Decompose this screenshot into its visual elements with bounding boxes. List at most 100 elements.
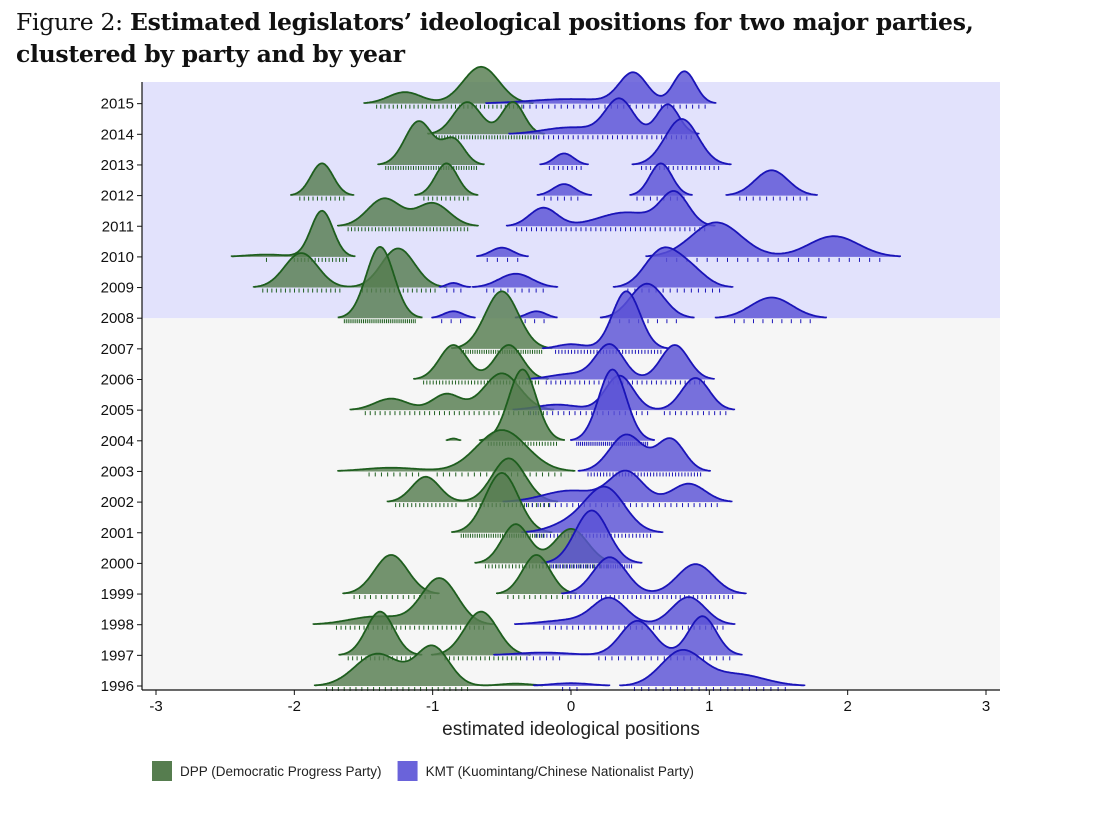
x-tick-label--2: -2 [288,698,301,715]
ridge-fill-kmt-2008-3 [715,297,826,319]
ridge-fill-kmt-2012-0 [537,184,592,196]
ridge-line-kmt-2007-0 [541,290,669,350]
ridge-line-kmt-1996-1 [619,649,806,687]
y-tick-label-1996: 1996 [101,678,134,695]
ridge-line-dpp-1998-0 [312,577,494,625]
ridge-line-kmt-2013-1 [631,118,732,166]
ridge-line-kmt-2001-0 [521,485,664,534]
ridge-line-dpp-2013-0 [377,120,485,166]
legend: DPP (Democratic Progress Party) KMT (Kuom… [152,761,694,781]
ridge-line-dpp-2006-0 [413,344,549,380]
ridge-line-dpp-2003-0 [337,429,576,472]
ridge-line-kmt-1996-0 [533,682,611,687]
ridge-fill-dpp-1997-0 [339,611,422,656]
ridge-line-dpp-2015-0 [363,65,534,104]
y-tick-label-2001: 2001 [101,525,134,542]
y-tick-label-2014: 2014 [101,126,134,143]
ridge-line-dpp-2008-0 [337,246,423,319]
ridge-fill-kmt-2009-1 [472,273,558,288]
ridge-fill-dpp-1997-1 [431,611,531,656]
ridge-line-kmt-1998-0 [514,596,736,625]
ridge-line-kmt-2015-0 [485,70,717,104]
ridge-fill-dpp-2006-0 [414,345,549,380]
ridge-fill-kmt-2014-0 [509,98,699,135]
y-tick-label-2005: 2005 [101,402,134,419]
axes: 1996 1997 1998 1999 2000 2001 2002 2003 2004 2005… [101,82,1000,715]
ridge-line-kmt-2013-0 [539,152,589,166]
y-tick-label-2008: 2008 [101,310,134,327]
ridge-line-dpp-2010-0 [230,209,356,258]
ridge-fill-dpp-2007-0 [452,291,552,349]
ridge-line-kmt-2009-0 [438,281,472,288]
ridge-line-kmt-2014-0 [508,97,700,135]
y-tick-label-1998: 1998 [101,617,134,634]
ridge-line-dpp-2001-0 [451,471,553,533]
ridge-line-dpp-2004-0 [445,437,462,442]
x-tick-label--3: -3 [149,698,162,715]
y-tick-label-2015: 2015 [101,96,134,113]
ridge-line-kmt-2002-0 [502,469,733,503]
ridge-fill-dpp-1999-0 [343,555,439,595]
y-tick-label-2004: 2004 [101,433,134,450]
ridge-fill-kmt-2004-0 [571,369,654,441]
ridge-fill-kmt-2006-0 [527,344,714,380]
ridge-fill-kmt-2010-1 [646,222,901,257]
ridge-line-dpp-2012-0 [290,162,355,196]
ridge-line-kmt-2004-0 [570,368,655,441]
ridge-line-dpp-1997-0 [338,610,423,656]
ridge-line-dpp-2012-1 [414,162,479,196]
ridge-fill-dpp-2001-0 [452,472,552,533]
y-tick-label-2003: 2003 [101,463,134,480]
y-tick-label-2013: 2013 [101,157,134,174]
ridge-fill-kmt-2010-0 [477,247,528,257]
density-ridges [230,65,901,691]
y-tick-label-2009: 2009 [101,280,134,297]
ridge-fill-dpp-2010-0 [231,210,355,257]
ridge-fill-dpp-2012-1 [415,163,478,196]
legend-swatch-kmt [397,761,418,781]
legend-label-dpp: DPP (Democratic Progress Party) [180,764,382,779]
ridge-line-dpp-1999-1 [496,554,577,595]
ridge-fill-dpp-2008-0 [338,246,422,319]
ridge-fill-dpp-1998-0 [313,578,493,625]
ridge-fill-kmt-1999-0 [562,557,746,595]
ridge-line-kmt-2010-0 [476,246,529,258]
ridge-line-dpp-2002-0 [386,457,559,503]
ridge-fill-kmt-1996-0 [533,683,610,686]
ridge-line-dpp-1996-0 [313,644,544,687]
ridge-fill-kmt-1998-0 [515,597,735,625]
ridge-fill-kmt-1997-0 [494,616,742,656]
ridge-line-kmt-2012-0 [536,183,593,196]
ridge-line-dpp-2009-0 [252,247,448,288]
ridge-line-kmt-1999-0 [561,556,747,595]
x-tick-label--1: -1 [426,698,439,715]
ridge-line-kmt-2008-0 [431,310,476,319]
ridge-fill-kmt-2012-1 [630,163,692,196]
figure-title: Estimated legislators’ ideological posit… [16,8,974,68]
ridge-line-kmt-1997-0 [493,615,743,656]
ridge-line-kmt-2009-2 [612,246,734,288]
y-tick-label-2011: 2011 [102,218,134,235]
ridge-fill-kmt-2003-0 [578,434,710,472]
ridge-fill-kmt-2011-0 [506,191,715,227]
figure-caption: Figure 2: Estimated legislators’ ideolog… [16,6,1091,70]
ridge-fill-kmt-2008-1 [515,311,557,319]
ridge-line-kmt-2000-0 [541,509,643,564]
y-tick-label-2000: 2000 [101,555,134,572]
x-tick-label-1: 1 [705,698,713,715]
ridge-line-kmt-2010-1 [645,221,901,258]
ridge-fill-kmt-2009-2 [613,247,733,288]
ridge-line-kmt-2003-0 [577,433,711,472]
ridge-line-kmt-2012-1 [629,162,693,196]
ridge-line-dpp-2007-0 [451,290,553,350]
ridge-line-dpp-2014-0 [427,101,546,135]
y-tick-label-1997: 1997 [101,647,134,664]
x-tick-label-3: 3 [982,698,990,715]
y-tick-label-2002: 2002 [101,494,134,511]
ridge-fill-kmt-2000-0 [542,510,642,564]
ridge-fill-dpp-2004-1 [479,369,565,441]
ridge-fill-dpp-2004-0 [446,438,461,441]
ridge-line-dpp-2011-0 [337,197,479,227]
ridge-line-kmt-2008-1 [514,310,558,319]
